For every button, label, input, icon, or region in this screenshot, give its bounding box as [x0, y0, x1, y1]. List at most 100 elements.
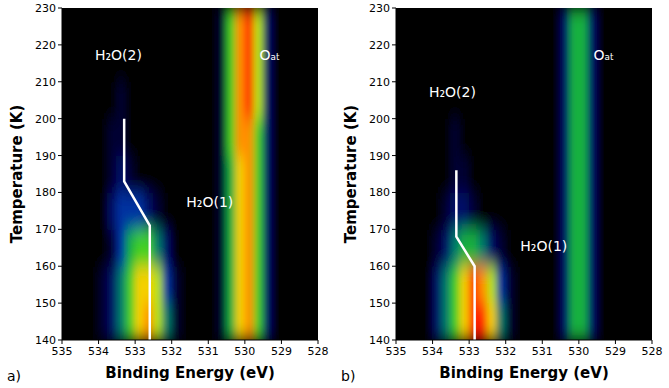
- x-tick-label: 528: [308, 345, 329, 358]
- heat-cell: [126, 303, 136, 340]
- heat-cell: [569, 118, 579, 155]
- heat-cell: [560, 192, 570, 229]
- heat-cell: [89, 192, 99, 229]
- heat-cell: [281, 81, 291, 118]
- annotation: Oₐₜ: [259, 47, 280, 63]
- heat-cell: [460, 303, 470, 340]
- y-tick: [58, 266, 62, 267]
- heat-cell: [597, 155, 607, 192]
- heat-cell: [451, 8, 461, 45]
- heat-cell: [263, 8, 273, 45]
- heat-cell: [199, 155, 209, 192]
- heat-cell: [281, 8, 291, 45]
- y-tick: [58, 8, 62, 9]
- heat-cell: [460, 8, 470, 45]
- heat-cell: [181, 155, 191, 192]
- y-tick-label: 140: [35, 334, 56, 347]
- heat-cell: [190, 8, 200, 45]
- x-tick-label: 531: [198, 345, 219, 358]
- heat-cell: [569, 192, 579, 229]
- y-tick: [58, 155, 62, 156]
- heat-cell: [235, 229, 245, 266]
- heat-cell: [153, 8, 163, 45]
- y-tick-label: 160: [369, 260, 390, 273]
- heat-cell: [414, 118, 424, 155]
- x-tick-label: 529: [271, 345, 292, 358]
- heat-cell: [71, 45, 81, 82]
- heat-cell: [643, 155, 652, 192]
- heat-cell: [551, 266, 561, 303]
- heat-cell: [181, 229, 191, 266]
- heat-cell: [71, 118, 81, 155]
- heat-cell: [190, 229, 200, 266]
- heat-cell: [597, 229, 607, 266]
- x-tick: [396, 340, 397, 344]
- heat-cell: [153, 155, 163, 192]
- heat-cell: [597, 118, 607, 155]
- heat-cell: [217, 8, 227, 45]
- heat-cell: [597, 81, 607, 118]
- heat-cell: [560, 266, 570, 303]
- heat-cell: [80, 8, 90, 45]
- heat-cell: [71, 229, 81, 266]
- y-tick-label: 190: [369, 150, 390, 163]
- y-tick: [58, 192, 62, 193]
- heat-cell: [217, 155, 227, 192]
- heat-cell: [478, 155, 488, 192]
- heat-cell: [487, 81, 497, 118]
- heat-cell: [423, 229, 433, 266]
- heat-cell: [624, 266, 634, 303]
- heat-cell: [633, 155, 643, 192]
- heat-cell: [254, 229, 264, 266]
- heat-cell: [533, 192, 543, 229]
- x-tick: [615, 340, 616, 344]
- heat-cell: [281, 155, 291, 192]
- annotation: Oₐₜ: [593, 47, 614, 63]
- heat-cell: [272, 192, 282, 229]
- heat-cell: [551, 81, 561, 118]
- heat-cell: [597, 266, 607, 303]
- heat-cell: [117, 192, 127, 229]
- y-tick-label: 230: [369, 2, 390, 15]
- heat-cell: [423, 266, 433, 303]
- heat-cell: [460, 155, 470, 192]
- heat-cell: [245, 303, 255, 340]
- heat-cell: [615, 118, 625, 155]
- heat-cell: [487, 229, 497, 266]
- y-tick: [392, 303, 396, 304]
- heat-cell: [245, 155, 255, 192]
- heat-cell: [162, 192, 172, 229]
- heat-cell: [162, 45, 172, 82]
- heat-cell: [162, 81, 172, 118]
- heat-cell: [144, 155, 154, 192]
- heat-cell: [579, 118, 589, 155]
- heat-cell: [487, 192, 497, 229]
- y-tick: [392, 8, 396, 9]
- heat-cell: [606, 81, 616, 118]
- heat-cell: [217, 81, 227, 118]
- y-axis-title: Temperature (K): [342, 105, 360, 243]
- heat-cell: [469, 8, 479, 45]
- heat-cell: [606, 8, 616, 45]
- x-tick: [652, 340, 653, 344]
- heat-cell: [89, 266, 99, 303]
- heat-cell: [441, 303, 451, 340]
- heat-cell: [597, 192, 607, 229]
- heat-cell: [254, 155, 264, 192]
- heat-cell: [533, 303, 543, 340]
- heat-cell: [624, 303, 634, 340]
- heat-cell: [487, 303, 497, 340]
- heat-cell: [496, 45, 506, 82]
- heat-cell: [71, 303, 81, 340]
- heat-cell: [62, 81, 71, 118]
- y-tick-label: 170: [369, 223, 390, 236]
- heat-cell: [441, 229, 451, 266]
- heat-cell: [643, 8, 652, 45]
- heat-cell: [496, 81, 506, 118]
- heat-cell: [579, 81, 589, 118]
- heat-cell: [460, 118, 470, 155]
- heat-cell: [62, 192, 71, 229]
- heat-cell: [171, 192, 181, 229]
- heat-cell: [451, 118, 461, 155]
- heat-cell: [533, 8, 543, 45]
